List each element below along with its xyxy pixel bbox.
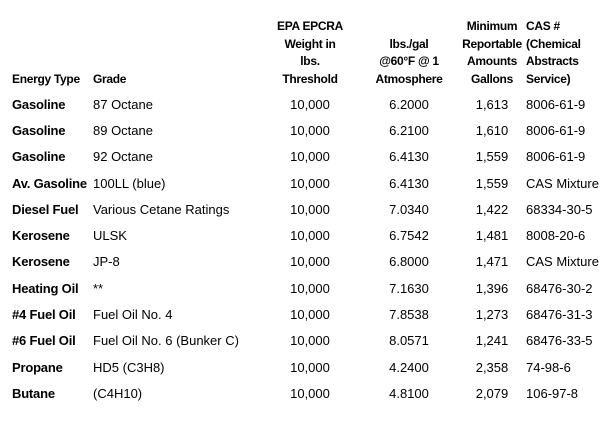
cell-lbs_per_gal: 8.0571 xyxy=(389,333,429,349)
cell-energy_type: Butane xyxy=(12,385,55,401)
cell-energy_type: Gasoline xyxy=(12,149,66,165)
table-row: Av. Gasoline 100LL (blue) 10,000 6.4130 1,55… xyxy=(0,170,600,196)
table-row: Heating Oil ** 10,000 7.1630 1,396 68476-30-2 xyxy=(0,275,600,301)
cell-lbs_per_gal: 6.4130 xyxy=(389,175,429,191)
cell-cas: 68476-30-2 xyxy=(526,280,593,296)
cell-cas: 74-98-6 xyxy=(526,359,571,375)
cell-lbs_per_gal: 7.8538 xyxy=(389,307,429,323)
cell-threshold: 10,000 xyxy=(290,307,330,323)
cell-energy_type: Kerosene xyxy=(12,254,70,270)
table-row: #4 Fuel Oil Fuel Oil No. 4 10,000 7.8538 1,2… xyxy=(0,301,600,327)
cell-min_gallons: 1,396 xyxy=(475,280,509,296)
cell-cas: 106-97-8 xyxy=(526,385,579,401)
table-row: Gasoline 87 Octane 10,000 6.2000 1,613 8006-6… xyxy=(0,91,600,117)
fuel-table-page: Energy Type Grade EPA EPCRA Weight in lbs.… xyxy=(0,0,600,407)
cell-grade: Fuel Oil No. 4 xyxy=(93,307,173,323)
cell-min_gallons: 1,613 xyxy=(475,96,509,112)
cell-lbs_per_gal: 7.1630 xyxy=(389,280,429,296)
cell-energy_type: Heating Oil xyxy=(12,280,79,296)
cell-cas: 68476-31-3 xyxy=(526,307,593,323)
cell-min_gallons: 1,273 xyxy=(475,307,509,323)
cell-cas: 8008-20-6 xyxy=(526,228,586,244)
cell-lbs_per_gal: 6.8000 xyxy=(389,254,429,270)
cell-threshold: 10,000 xyxy=(290,359,330,375)
cell-threshold: 10,000 xyxy=(290,385,330,401)
cell-cas: 8006-61-9 xyxy=(526,96,586,112)
table-row: Kerosene JP-8 10,000 6.8000 1,471 CAS Mixture xyxy=(0,249,600,275)
cell-energy_type: Gasoline xyxy=(12,122,66,138)
cell-grade: ** xyxy=(93,280,104,296)
cell-lbs_per_gal: 6.7542 xyxy=(389,228,429,244)
cell-threshold: 10,000 xyxy=(290,228,330,244)
fuel-data-table: Energy Type Grade EPA EPCRA Weight in lbs.… xyxy=(0,0,600,407)
column-header-min_gallons: Minimum Reportable Amounts Gallons xyxy=(462,19,522,86)
cell-lbs_per_gal: 4.2400 xyxy=(389,359,429,375)
table-row: Propane HD5 (C3H8) 10,000 4.2400 2,358 74-98-… xyxy=(0,354,600,380)
cell-grade: (C4H10) xyxy=(93,385,143,401)
cell-grade: 92 Octane xyxy=(93,149,153,165)
cell-threshold: 10,000 xyxy=(290,201,330,217)
cell-threshold: 10,000 xyxy=(290,122,330,138)
cell-min_gallons: 1,471 xyxy=(475,254,509,270)
cell-min_gallons: 1,422 xyxy=(475,201,509,217)
cell-threshold: 10,000 xyxy=(290,280,330,296)
cell-min_gallons: 1,559 xyxy=(475,175,509,191)
cell-threshold: 10,000 xyxy=(290,96,330,112)
cell-grade: HD5 (C3H8) xyxy=(93,359,165,375)
cell-cas: CAS Mixture xyxy=(526,254,599,270)
header-row: Energy Type Grade EPA EPCRA Weight in lbs.… xyxy=(0,0,600,91)
cell-min_gallons: 1,610 xyxy=(475,122,509,138)
cell-cas: 8006-61-9 xyxy=(526,122,586,138)
column-header-lbs_per_gal: lbs./gal @60°F @ 1 Atmosphere xyxy=(375,36,443,86)
table-row: #6 Fuel Oil Fuel Oil No. 6 (Bunker C) 10,0… xyxy=(0,328,600,354)
table-row: Butane (C4H10) 10,000 4.8100 2,079 106-97-8 xyxy=(0,380,600,406)
cell-min_gallons: 1,481 xyxy=(475,228,509,244)
cell-energy_type: Gasoline xyxy=(12,96,66,112)
cell-threshold: 10,000 xyxy=(290,175,330,191)
cell-cas: 68334-30-5 xyxy=(526,201,593,217)
cell-min_gallons: 1,241 xyxy=(475,333,509,349)
cell-min_gallons: 2,358 xyxy=(475,359,509,375)
table-body: Gasoline 87 Octane 10,000 6.2000 1,613 8006-6… xyxy=(0,91,600,407)
table-row: Kerosene ULSK 10,000 6.7542 1,481 8008-20-6 xyxy=(0,222,600,248)
cell-threshold: 10,000 xyxy=(290,149,330,165)
cell-grade: Fuel Oil No. 6 (Bunker C) xyxy=(93,333,239,349)
column-header-energy_type: Energy Type xyxy=(12,71,80,86)
cell-min_gallons: 2,079 xyxy=(475,385,509,401)
cell-lbs_per_gal: 7.0340 xyxy=(389,201,429,217)
cell-grade: JP-8 xyxy=(93,254,120,270)
cell-grade: 100LL (blue) xyxy=(93,175,166,191)
column-header-grade: Grade xyxy=(93,71,127,86)
cell-grade: ULSK xyxy=(93,228,127,244)
cell-energy_type: Av. Gasoline xyxy=(12,175,87,191)
cell-energy_type: #4 Fuel Oil xyxy=(12,307,76,323)
cell-energy_type: Propane xyxy=(12,359,63,375)
column-header-threshold: EPA EPCRA Weight in lbs. Threshold xyxy=(277,19,343,86)
cell-lbs_per_gal: 4.8100 xyxy=(389,385,429,401)
cell-cas: 68476-33-5 xyxy=(526,333,593,349)
cell-grade: 87 Octane xyxy=(93,96,153,112)
cell-lbs_per_gal: 6.4130 xyxy=(389,149,429,165)
cell-lbs_per_gal: 6.2000 xyxy=(389,96,429,112)
cell-energy_type: Diesel Fuel xyxy=(12,201,79,217)
cell-cas: 8006-61-9 xyxy=(526,149,586,165)
table-row: Gasoline 89 Octane 10,000 6.2100 1,610 8006-6… xyxy=(0,117,600,143)
cell-min_gallons: 1,559 xyxy=(475,149,509,165)
table-row: Diesel Fuel Various Cetane Ratings 10,000 7… xyxy=(0,196,600,222)
cell-threshold: 10,000 xyxy=(290,254,330,270)
cell-energy_type: #6 Fuel Oil xyxy=(12,333,76,349)
cell-threshold: 10,000 xyxy=(290,333,330,349)
cell-lbs_per_gal: 6.2100 xyxy=(389,122,429,138)
cell-grade: Various Cetane Ratings xyxy=(93,201,230,217)
cell-grade: 89 Octane xyxy=(93,122,153,138)
table-row: Gasoline 92 Octane 10,000 6.4130 1,559 8006-6… xyxy=(0,144,600,170)
column-header-cas: CAS # (Chemical Abstracts Service) xyxy=(526,19,581,86)
cell-cas: CAS Mixture xyxy=(526,175,599,191)
cell-energy_type: Kerosene xyxy=(12,228,70,244)
